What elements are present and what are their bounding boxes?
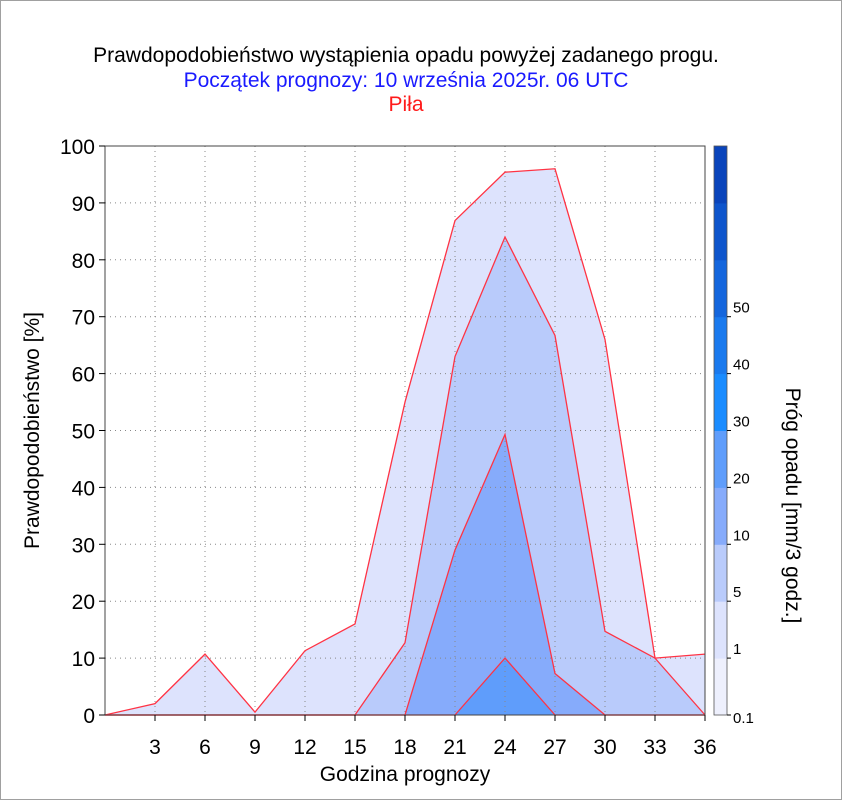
y-tick-label: 30 (72, 534, 95, 557)
chart-title: Prawdopodobieństwo wystąpienia opadu pow… (93, 44, 719, 67)
colorbar-tick-label: 10 (733, 527, 750, 544)
x-tick-label: 15 (343, 736, 366, 759)
location-subtitle: Piła (388, 93, 424, 116)
y-axis-label: Prawdopodobieństwo [%] (21, 312, 44, 549)
x-tick-label: 3 (149, 736, 161, 759)
x-tick-label: 30 (593, 736, 616, 759)
x-tick-label: 33 (643, 736, 666, 759)
line-threshold-0.1 (104, 168, 706, 716)
colorbar-segment (714, 259, 727, 318)
colorbar-tick-label: 0.1 (733, 710, 754, 727)
y-tick-label: 10 (72, 648, 95, 671)
colorbar-segment (714, 373, 727, 431)
y-tick-label: 90 (72, 193, 95, 216)
x-tick-label: 36 (693, 736, 716, 759)
colorbar-label: Próg opadu [mm/3 godz.] (781, 388, 804, 624)
colorbar-tick-label: 50 (733, 300, 750, 317)
colorbar-tick-label: 40 (733, 357, 750, 374)
x-tick-label: 27 (543, 736, 566, 759)
colorbar-segment (714, 544, 727, 602)
x-tick-label: 18 (393, 736, 416, 759)
colorbar-tick-label: 5 (733, 584, 741, 601)
colorbar-segment (714, 658, 727, 716)
colorbar-segment (714, 487, 727, 545)
y-tick-label: 60 (72, 364, 95, 387)
y-tick-label: 70 (72, 307, 95, 330)
colorbar-segment (714, 601, 727, 659)
y-tick-label: 80 (72, 250, 95, 273)
colorbar-tick-label: 30 (733, 414, 750, 431)
colorbar-segment (714, 430, 727, 488)
x-tick-label: 9 (249, 736, 261, 759)
colorbar-tick-label: 20 (733, 470, 750, 487)
y-tick-label: 100 (60, 136, 95, 159)
colorbar-segment (714, 146, 727, 204)
x-tick-label: 24 (493, 736, 517, 759)
colorbar-tick-label: 1 (733, 641, 741, 658)
y-tick-label: 20 (72, 591, 95, 614)
y-tick-label: 0 (83, 705, 95, 728)
colorbar-segment (714, 202, 727, 261)
x-tick-label: 21 (443, 736, 466, 759)
x-tick-label: 6 (199, 736, 211, 759)
x-axis-label: Godzina prognozy (320, 763, 491, 786)
x-tick-label: 12 (293, 736, 316, 759)
y-tick-label: 50 (72, 421, 95, 444)
y-tick-label: 40 (72, 477, 95, 500)
colorbar-segment (714, 316, 727, 375)
forecast-start-subtitle: Początek prognozy: 10 września 2025r. 06… (183, 69, 629, 92)
